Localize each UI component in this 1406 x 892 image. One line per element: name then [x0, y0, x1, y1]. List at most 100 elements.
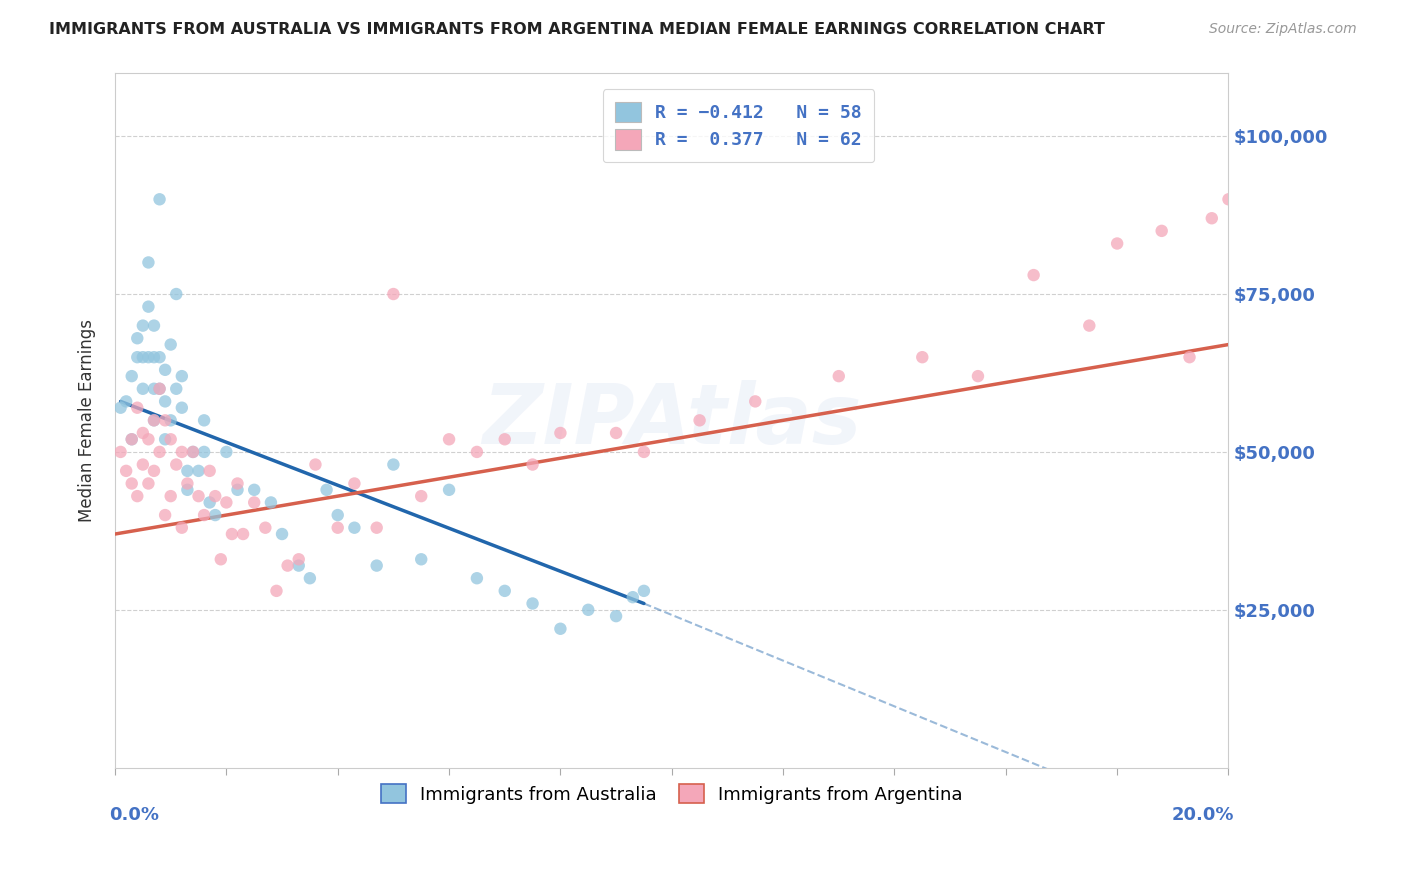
Point — [343, 521, 366, 535]
Point — [193, 413, 215, 427]
Point — [176, 483, 198, 497]
Point — [465, 445, 488, 459]
Point — [326, 508, 349, 522]
Point — [911, 350, 934, 364]
Point — [271, 527, 294, 541]
Point — [138, 255, 160, 269]
Point — [494, 432, 516, 446]
Point — [633, 445, 655, 459]
Point — [215, 445, 238, 459]
Point — [209, 552, 232, 566]
Point — [366, 521, 388, 535]
Point — [176, 464, 198, 478]
Point — [522, 458, 544, 472]
Point — [170, 445, 193, 459]
Point — [411, 552, 433, 566]
Point — [1150, 224, 1173, 238]
Point — [198, 495, 221, 509]
Text: 0.0%: 0.0% — [110, 805, 159, 824]
Point — [1107, 236, 1129, 251]
Point — [437, 432, 460, 446]
Point — [138, 300, 160, 314]
Point — [170, 401, 193, 415]
Point — [127, 350, 149, 364]
Point — [215, 495, 238, 509]
Point — [605, 425, 627, 440]
Point — [243, 495, 266, 509]
Point — [165, 287, 187, 301]
Point — [181, 445, 204, 459]
Text: ZIPAtlas: ZIPAtlas — [482, 380, 862, 461]
Point — [828, 369, 851, 384]
Point — [605, 609, 627, 624]
Point — [1218, 192, 1240, 206]
Point — [550, 425, 572, 440]
Point — [121, 432, 143, 446]
Point — [143, 413, 166, 427]
Point — [967, 369, 990, 384]
Point — [143, 382, 166, 396]
Point — [187, 464, 209, 478]
Point — [522, 597, 544, 611]
Point — [176, 476, 198, 491]
Point — [143, 464, 166, 478]
Point — [153, 363, 176, 377]
Point — [132, 425, 155, 440]
Y-axis label: Median Female Earnings: Median Female Earnings — [79, 318, 96, 522]
Point — [159, 413, 181, 427]
Point — [204, 508, 226, 522]
Point — [159, 489, 181, 503]
Point — [165, 458, 187, 472]
Point — [304, 458, 326, 472]
Point — [121, 432, 143, 446]
Point — [143, 413, 166, 427]
Point — [121, 476, 143, 491]
Point — [181, 445, 204, 459]
Point — [382, 287, 405, 301]
Point — [115, 394, 138, 409]
Point — [366, 558, 388, 573]
Point — [1078, 318, 1101, 333]
Point — [198, 464, 221, 478]
Point — [550, 622, 572, 636]
Point — [165, 382, 187, 396]
Point — [689, 413, 711, 427]
Point — [193, 445, 215, 459]
Point — [298, 571, 321, 585]
Point — [343, 476, 366, 491]
Point — [221, 527, 243, 541]
Point — [204, 489, 226, 503]
Point — [382, 458, 405, 472]
Point — [1178, 350, 1201, 364]
Point — [226, 476, 249, 491]
Point — [1201, 211, 1223, 226]
Point — [170, 521, 193, 535]
Point — [138, 476, 160, 491]
Point — [277, 558, 299, 573]
Point — [127, 331, 149, 345]
Point — [187, 489, 209, 503]
Point — [110, 445, 132, 459]
Point — [1022, 268, 1045, 282]
Point — [143, 318, 166, 333]
Point — [159, 432, 181, 446]
Point — [159, 337, 181, 351]
Point — [744, 394, 766, 409]
Point — [153, 432, 176, 446]
Point — [138, 350, 160, 364]
Point — [193, 508, 215, 522]
Point — [170, 369, 193, 384]
Point — [148, 445, 170, 459]
Point — [148, 350, 170, 364]
Point — [132, 350, 155, 364]
Point — [465, 571, 488, 585]
Point — [232, 527, 254, 541]
Point — [633, 583, 655, 598]
Point — [132, 382, 155, 396]
Point — [153, 413, 176, 427]
Point — [138, 432, 160, 446]
Legend: Immigrants from Australia, Immigrants from Argentina: Immigrants from Australia, Immigrants fr… — [374, 777, 970, 811]
Point — [254, 521, 277, 535]
Point — [226, 483, 249, 497]
Point — [148, 192, 170, 206]
